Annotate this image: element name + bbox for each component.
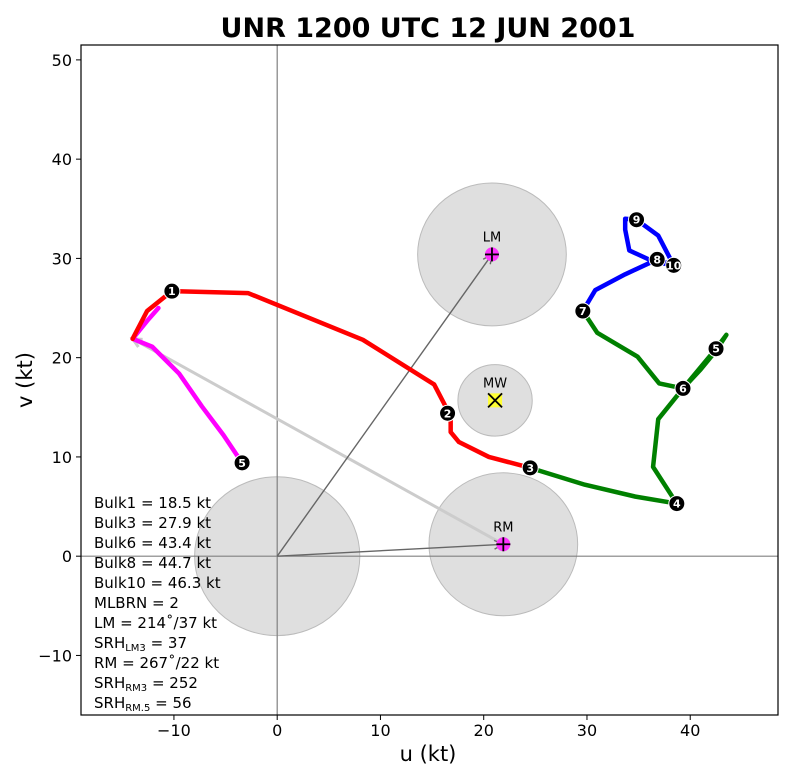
- height-marker-dot: [521, 459, 539, 477]
- height-marker-label: 2: [444, 407, 452, 420]
- annotation-line: SRHRM3 = 252: [94, 674, 198, 694]
- x-tick-label: 10: [370, 721, 390, 740]
- height-marker-label: 7: [579, 305, 587, 318]
- hodograph-trace: [130, 288, 533, 471]
- height-marker-dot: [439, 404, 457, 422]
- annotation-line: MLBRN = 2: [94, 594, 179, 612]
- annotation-line: SRHLM3 = 37: [94, 634, 187, 654]
- height-marker: 6: [674, 379, 692, 397]
- annotation-subscript: RM.5: [125, 703, 150, 714]
- x-tick-label: 20: [474, 721, 494, 740]
- mean-wind-x-b: [487, 392, 503, 408]
- height-marker-dot: [574, 302, 592, 320]
- y-tick-label: −10: [38, 646, 72, 665]
- plot-frame: [80, 44, 779, 716]
- height-marker: 3: [521, 459, 539, 477]
- height-marker-dot: [163, 282, 181, 300]
- annotation-line: Bulk8 = 44.7 kt: [94, 554, 211, 572]
- hodograph-trace: [130, 305, 245, 466]
- parameter-annotations: Bulk1 = 18.5 kt Bulk3 = 27.9 kt Bulk6 = 43…: [94, 494, 221, 714]
- height-marker-label: 4: [673, 498, 681, 511]
- height-marker: 5: [233, 454, 251, 472]
- shear-vector-shaft: [131, 337, 505, 546]
- storm-motion-marker: LM: [483, 230, 501, 262]
- x-axis-label: u (kt): [400, 742, 457, 766]
- height-marker: 8: [648, 250, 666, 268]
- height-marker: 5: [707, 340, 725, 358]
- height-marker-dot: [668, 495, 686, 513]
- x-tick-label: 0: [272, 721, 282, 740]
- height-marker-dot: [707, 340, 725, 358]
- storm-marker-label: RM: [493, 520, 513, 535]
- x-tick-label: 30: [577, 721, 597, 740]
- annotation-value: = 56: [150, 694, 191, 712]
- y-tick-label: 40: [52, 150, 72, 169]
- height-marker-label: 9: [633, 214, 641, 227]
- height-marker-label: 5: [238, 457, 246, 470]
- height-marker: 7: [574, 302, 592, 320]
- y-tick-label: 30: [52, 249, 72, 268]
- annotation-line: Bulk3 = 27.9 kt: [94, 514, 211, 532]
- height-marker-label: 3: [526, 462, 534, 475]
- height-marker: 2: [439, 404, 457, 422]
- chart-title: UNR 1200 UTC 12 JUN 2001: [221, 13, 636, 44]
- annotation-text: SRH: [94, 634, 125, 652]
- annotation-value: = 252: [147, 674, 198, 692]
- hodograph-trace: [580, 216, 676, 314]
- y-tick-label: 0: [62, 547, 72, 566]
- annotation-line: RM = 267˚/22 kt: [94, 654, 219, 672]
- height-marker-label: 5: [712, 343, 720, 356]
- x-tick-label: 40: [680, 721, 700, 740]
- height-marker-dot: [648, 250, 666, 268]
- height-marker: 4: [668, 495, 686, 513]
- height-marker-dot: [233, 454, 251, 472]
- axis-ticks: −10 0 10 20 30 40 −10 0 10 20 30 40 50: [38, 51, 700, 740]
- annotation-line: Bulk6 = 43.4 kt: [94, 534, 211, 552]
- right-mover-vector-shaft: [277, 543, 504, 557]
- height-marker-label: 6: [679, 382, 687, 395]
- annotation-text: SRH: [94, 694, 125, 712]
- height-marker-label: 10: [666, 259, 682, 272]
- annotation-subscript: RM3: [125, 683, 147, 694]
- y-tick-label: 50: [52, 51, 72, 70]
- height-marker-label: 1: [168, 285, 176, 298]
- annotation-line: LM = 214˚/37 kt: [94, 614, 217, 632]
- annotation-subscript: LM3: [125, 643, 146, 654]
- height-marker: 10: [665, 256, 683, 274]
- plot-area: 5 1 2 3 4 5 6 7 8 9 10 LM MW RM: [81, 45, 778, 715]
- storm-motion-marker: MW: [483, 376, 507, 408]
- height-marker-dot: [628, 211, 646, 229]
- annotation-line: Bulk10 = 46.3 kt: [94, 574, 221, 592]
- y-tick-label: 20: [52, 349, 72, 368]
- height-marker: 1: [163, 282, 181, 300]
- annotation-line: Bulk1 = 18.5 kt: [94, 494, 211, 512]
- storm-marker-label: MW: [483, 376, 507, 391]
- hodograph-trace: [527, 308, 729, 506]
- storm-motion-marker: RM: [493, 520, 513, 552]
- x-tick-label: −10: [157, 721, 191, 740]
- annotation-line: SRHRM.5 = 56: [94, 694, 192, 714]
- height-marker-dot: [674, 379, 692, 397]
- storm-marker-label: LM: [483, 230, 501, 245]
- left-mover-vector-shaft: [276, 254, 493, 557]
- y-axis-label: v (kt): [13, 352, 37, 408]
- annotation-value: = 37: [146, 634, 187, 652]
- height-marker-dot: [665, 256, 683, 274]
- annotation-text: SRH: [94, 674, 125, 692]
- height-marker-label: 8: [653, 253, 661, 266]
- height-marker: 9: [628, 211, 646, 229]
- y-tick-label: 10: [52, 448, 72, 467]
